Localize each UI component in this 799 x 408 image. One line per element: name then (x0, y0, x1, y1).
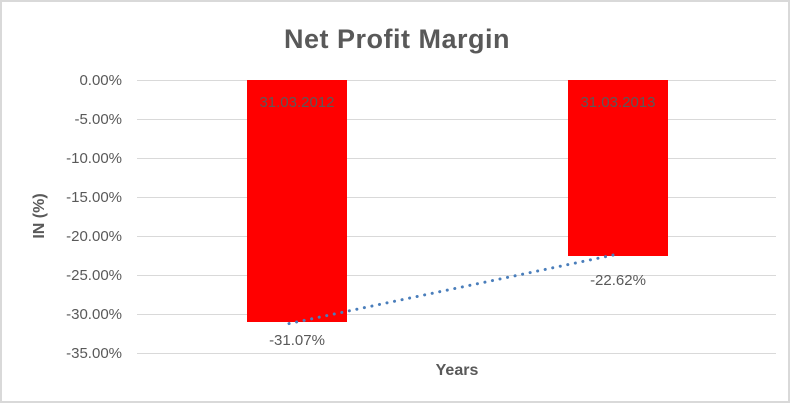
y-tick-label: -35.00% (66, 345, 122, 362)
bar-value-label: -31.07% (269, 332, 325, 350)
bar-value-label: -22.62% (590, 272, 646, 290)
gridline (137, 119, 776, 120)
y-axis-title: IN (%) (31, 193, 48, 239)
gridline (137, 197, 776, 198)
gridline (137, 80, 776, 81)
y-tick-label: -25.00% (66, 267, 122, 284)
y-tick-label: -10.00% (66, 150, 122, 167)
y-tick-label: -5.00% (74, 111, 122, 128)
y-tick-label: -30.00% (66, 306, 122, 323)
bar-31.03.2013[interactable]: 31.03.2013 (568, 80, 668, 257)
chart-frame: Net Profit Margin IN (%) Years 0.00% -5.0… (0, 0, 790, 403)
y-tick-label: -15.00% (66, 189, 122, 206)
chart-title: Net Profit Margin (283, 24, 510, 54)
gridline (137, 353, 776, 354)
bar-category-label: 31.03.2012 (259, 94, 335, 111)
x-axis-title: Years (435, 362, 479, 379)
gridline (137, 158, 776, 159)
gridline (137, 314, 776, 315)
bar-category-label: 31.03.2013 (580, 94, 656, 111)
bar-31.03.2012[interactable]: 31.03.2012 (247, 80, 347, 323)
gridline (137, 275, 776, 276)
gridline (137, 236, 776, 237)
y-tick-label: -20.00% (66, 228, 122, 245)
y-tick-label: 0.00% (79, 72, 122, 89)
